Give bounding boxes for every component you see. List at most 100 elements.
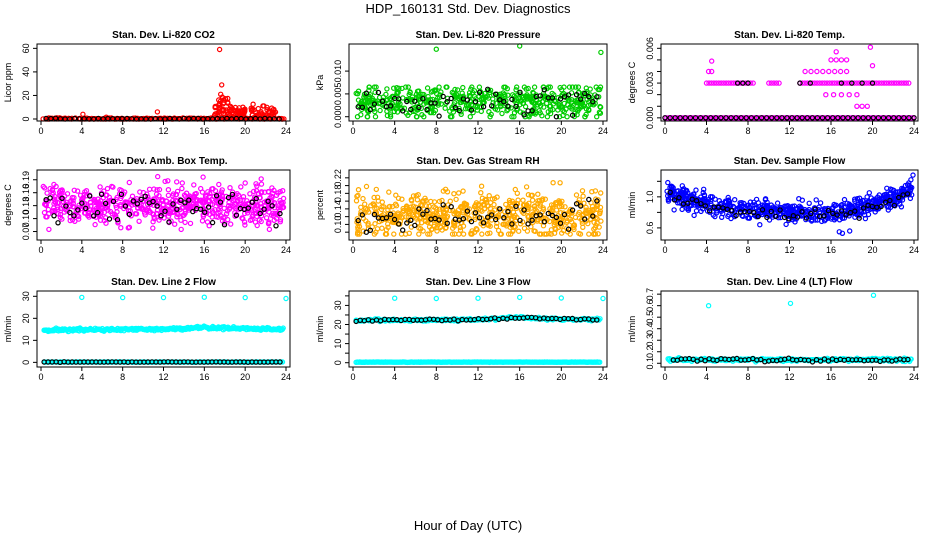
data-point: [119, 294, 126, 301]
x-tick-label: 4: [392, 372, 397, 382]
data-point: [561, 100, 568, 107]
data-point: [549, 95, 556, 101]
data-point: [817, 200, 824, 206]
data-point: [511, 109, 518, 116]
data-point: [460, 84, 466, 91]
data-point: [671, 207, 677, 213]
data-point: [846, 91, 852, 98]
x-tick-label: 8: [434, 126, 439, 136]
data-point: [216, 46, 223, 53]
data-point: [516, 228, 522, 234]
data-point: [766, 80, 772, 86]
data-point: [713, 80, 720, 86]
data-point: [823, 91, 829, 98]
x-tick-label: 12: [784, 245, 794, 255]
data-point: [217, 91, 224, 98]
data-point: [596, 109, 603, 116]
data-point: [369, 95, 375, 102]
data-point: [447, 113, 454, 120]
data-point: [876, 80, 882, 86]
y-tick-label: 0: [21, 116, 31, 121]
data-point: [55, 220, 61, 226]
data-point: [569, 112, 576, 118]
data-point: [708, 115, 714, 121]
x-tick-label: 8: [434, 372, 439, 382]
data-point: [564, 113, 570, 120]
x-tick-label: 4: [79, 245, 84, 255]
data-point: [199, 218, 206, 224]
data-point: [586, 106, 592, 113]
data-point: [519, 94, 526, 101]
data-points: [664, 172, 916, 236]
data-point: [271, 106, 277, 113]
data-point: [697, 115, 704, 121]
y-tick-label: 0: [333, 360, 343, 365]
data-point: [669, 115, 675, 121]
data-point: [896, 80, 902, 86]
data-point: [706, 80, 712, 86]
data-point: [464, 97, 471, 103]
data-point: [537, 93, 543, 99]
y-tick-label: 0.000: [333, 105, 343, 128]
data-point: [596, 94, 602, 100]
data-point: [399, 105, 405, 111]
y-tick-label: 1.0: [645, 191, 655, 204]
data-points: [40, 173, 287, 233]
data-point: [838, 91, 845, 98]
data-point: [582, 90, 588, 97]
data-point: [547, 84, 554, 90]
data-point: [391, 231, 397, 237]
data-point: [476, 89, 483, 96]
x-tick-label: 0: [350, 245, 355, 255]
data-point: [227, 184, 233, 191]
data-point: [431, 109, 437, 116]
data-point: [485, 86, 491, 93]
data-point: [873, 115, 880, 121]
data-point: [829, 80, 835, 86]
data-point: [363, 183, 370, 190]
data-point: [466, 92, 472, 99]
x-tick-label: 16: [199, 245, 209, 255]
data-point: [146, 186, 153, 192]
data-point: [580, 193, 586, 199]
x-tick-label: 12: [473, 245, 483, 255]
data-point: [594, 94, 600, 100]
data-point: [480, 103, 487, 110]
data-point: [821, 115, 828, 121]
data-point: [367, 106, 373, 113]
data-point: [806, 200, 812, 206]
data-point: [910, 172, 916, 178]
x-tick-label: 8: [745, 126, 750, 136]
data-points: [353, 294, 606, 366]
data-point: [409, 99, 415, 105]
data-point: [723, 80, 729, 86]
data-point: [403, 84, 409, 90]
y-tick-label: 0.22: [333, 169, 343, 187]
data-point: [275, 190, 281, 196]
data-point: [491, 201, 497, 208]
data-point: [371, 84, 378, 90]
data-point: [735, 115, 742, 121]
data-point: [400, 108, 406, 114]
data-point: [753, 115, 760, 121]
x-tick-label: 12: [473, 126, 483, 136]
data-point: [355, 186, 362, 193]
data-point: [716, 115, 722, 121]
data-point: [232, 104, 238, 111]
y-tick-label: 0.005: [333, 83, 343, 106]
data-point: [594, 113, 600, 120]
data-point: [448, 95, 454, 102]
data-point: [416, 104, 422, 111]
x-tick-label: 12: [158, 126, 168, 136]
data-point: [703, 115, 709, 121]
data-point: [136, 218, 142, 224]
data-point: [373, 84, 379, 90]
data-point: [101, 217, 108, 224]
x-tick-label: 8: [120, 126, 125, 136]
data-point: [361, 94, 367, 100]
data-point: [680, 115, 686, 121]
x-tick-label: 0: [662, 245, 667, 255]
x-tick-label: 4: [79, 372, 84, 382]
data-point: [771, 80, 777, 86]
data-point: [898, 115, 905, 121]
